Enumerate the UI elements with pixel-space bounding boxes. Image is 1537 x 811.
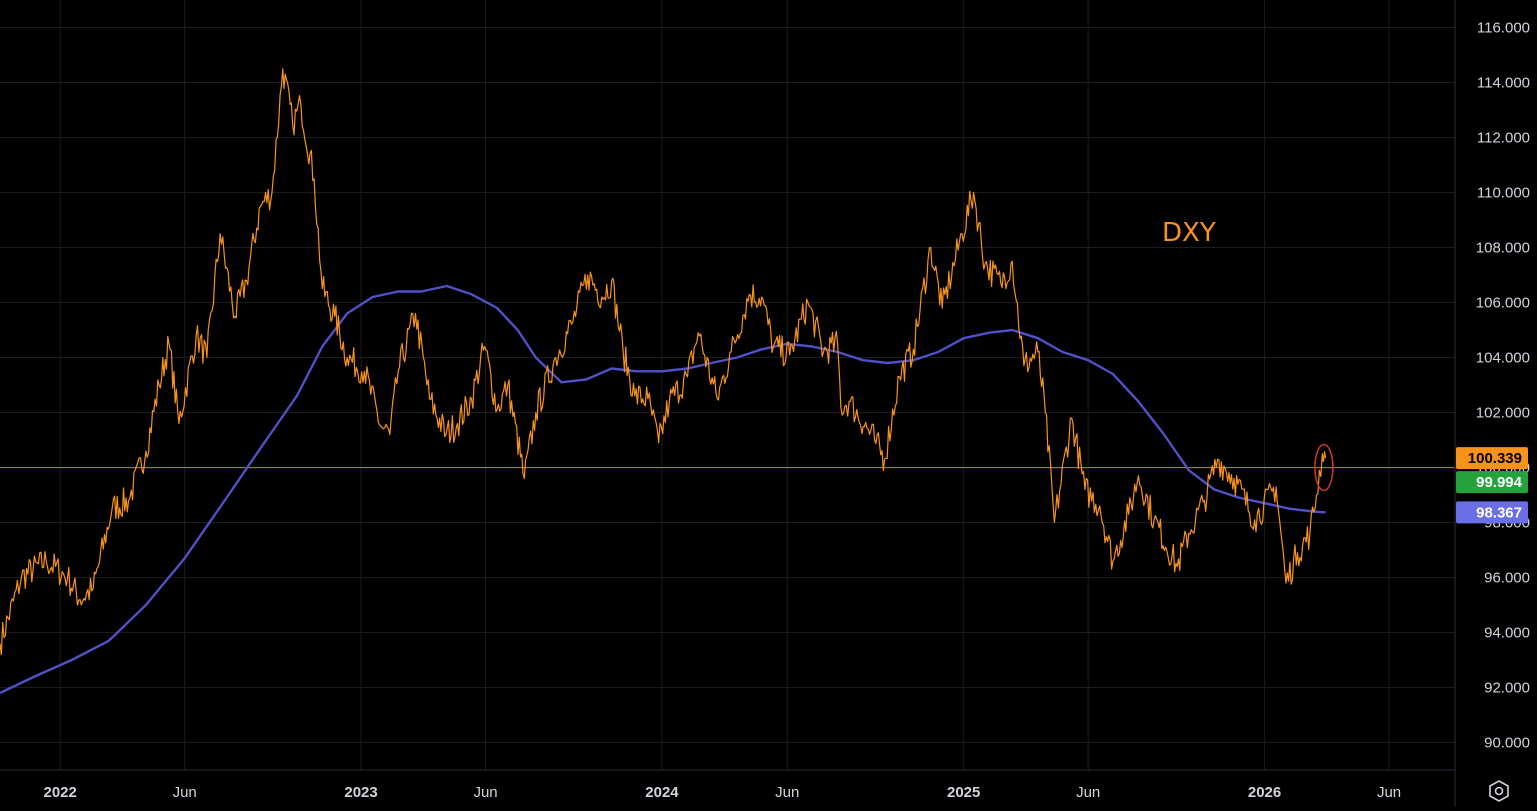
annotation-ellipse[interactable] (1314, 443, 1334, 492)
x-tick-label: 2022 (43, 784, 76, 801)
price-tag: 100.339 (1456, 447, 1528, 470)
y-tick-label: 104.000 (1476, 350, 1530, 367)
y-tick-label: 94.000 (1484, 625, 1530, 642)
price-tag-label: 98.367 (1476, 504, 1522, 521)
dxy-price-line (0, 68, 1327, 656)
price-tag-bg (1456, 501, 1528, 524)
x-tick-label: Jun (1377, 784, 1401, 801)
price-tag: 98.367 (1456, 501, 1528, 524)
price-tag-label: 99.994 (1476, 474, 1523, 491)
price-tag-label: 100.339 (1468, 450, 1522, 467)
y-tick-label: 108.000 (1476, 240, 1530, 257)
y-tick-label: 92.000 (1484, 680, 1530, 697)
x-tick-label: 2024 (645, 784, 679, 801)
y-tick-label: 116.000 (1477, 20, 1530, 37)
x-tick-label: 2026 (1248, 784, 1281, 801)
x-tick-label: 2025 (947, 784, 980, 801)
x-tick-label: Jun (775, 784, 799, 801)
time-axis[interactable]: 2022 Jun 2023 Jun 2024 Jun 2025 Jun 2026 Jun (43, 784, 1401, 801)
x-tick-label: Jun (173, 784, 197, 801)
series-layer (0, 68, 1327, 695)
settings-icon[interactable] (1484, 776, 1514, 806)
price-tag-bg (1456, 471, 1528, 494)
x-tick-label: Jun (473, 784, 497, 801)
x-tick-label: 2023 (344, 784, 377, 801)
price-tags: 100.339 99.994 98.367 (1456, 447, 1528, 524)
price-tag: 99.994 (1456, 471, 1528, 494)
y-tick-label: 96.000 (1484, 570, 1530, 587)
y-tick-label: 114.000 (1477, 75, 1530, 92)
y-tick-label: 102.000 (1476, 405, 1530, 422)
price-tag-bg (1456, 447, 1528, 470)
annotation-layer[interactable] (1314, 443, 1334, 492)
x-tick-label: Jun (1076, 784, 1100, 801)
series-label: DXY (1162, 218, 1216, 248)
y-tick-label: 106.000 (1476, 295, 1530, 312)
moving-average-line (0, 284, 1326, 695)
y-tick-label: 112.000 (1477, 130, 1530, 147)
y-tick-label: 110.000 (1477, 185, 1530, 202)
y-tick-label: 90.000 (1484, 735, 1530, 752)
